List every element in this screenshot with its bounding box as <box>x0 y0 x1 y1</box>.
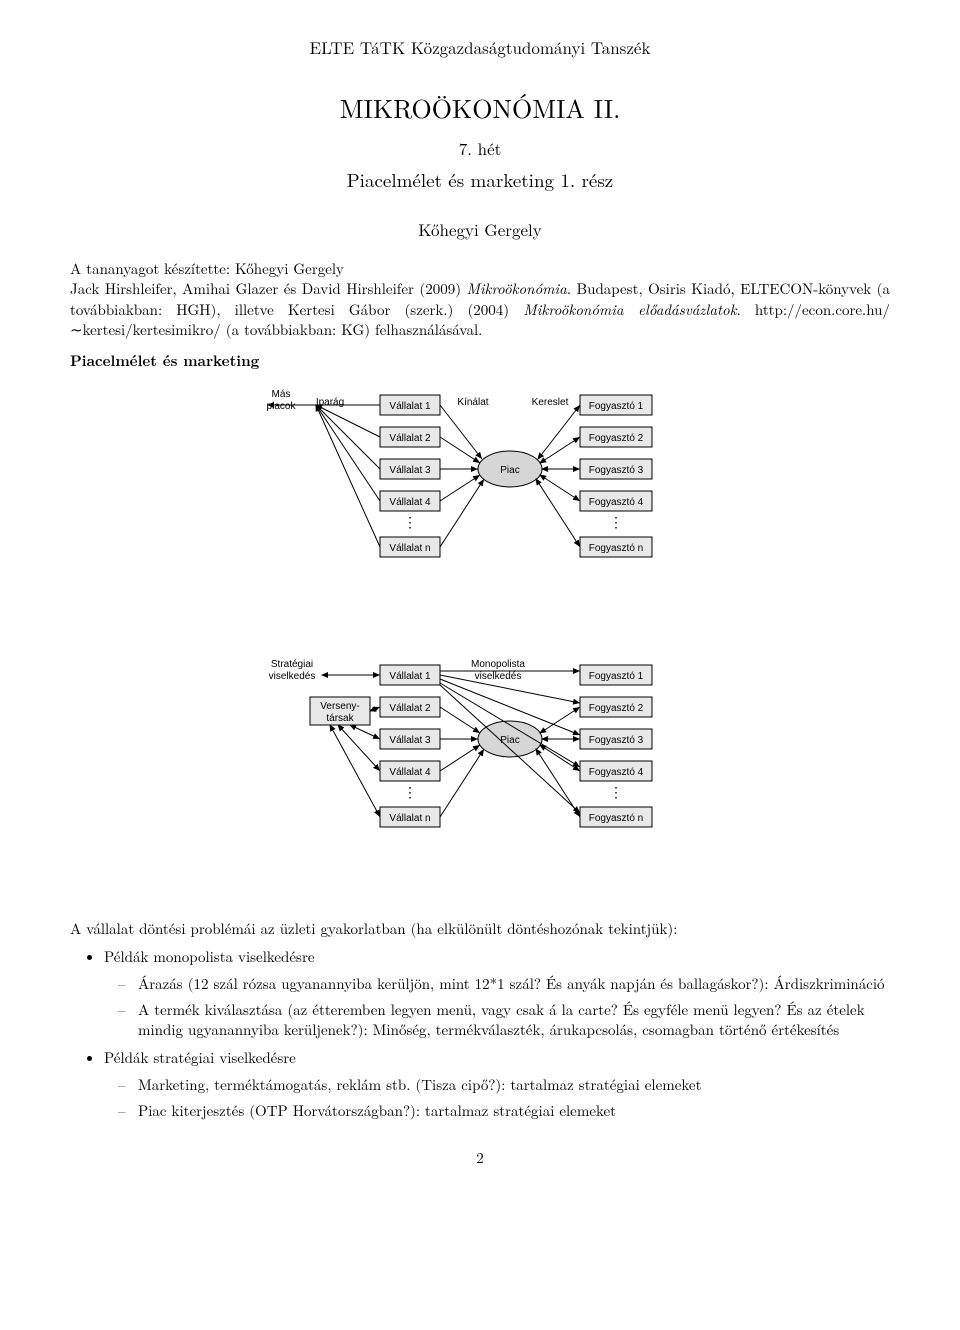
svg-text:Vállalat 1: Vállalat 1 <box>389 401 431 412</box>
intro-line2a: Jack Hirshleifer, Amihai Glazer és David… <box>70 278 467 299</box>
svg-text:Vállalat 4: Vállalat 4 <box>389 497 431 508</box>
svg-text:Fogyasztó 3: Fogyasztó 3 <box>589 735 644 746</box>
bullet-2-text: Példák stratégiai viselkedésre <box>104 1047 296 1068</box>
intro-italic-1: Mikroökonómia <box>467 278 567 299</box>
svg-text:Vállalat n: Vállalat n <box>389 813 430 824</box>
svg-text:Piac: Piac <box>500 465 519 476</box>
bottom-panel: Stratégiai viselkedés Monopolista viselk… <box>269 659 652 827</box>
bullet-1-sub-2: A termék kiválasztása (az étteremben leg… <box>138 1000 890 1041</box>
svg-text:Vállalat 3: Vállalat 3 <box>389 735 431 746</box>
firm-boxes-top: Vállalat 1 Vállalat 2 Vállalat 3 Vállala… <box>380 395 440 557</box>
svg-text:Piac: Piac <box>500 735 519 746</box>
svg-text:Fogyasztó n: Fogyasztó n <box>589 813 643 824</box>
label-strategic: Stratégiai <box>271 659 313 670</box>
firm-boxes-bottom: Vállalat 1 Vállalat 2 Vállalat 3 Vállala… <box>380 665 440 827</box>
bullet-2-sub-1: Marketing, terméktámogatás, reklám stb. … <box>138 1075 890 1095</box>
department: ELTE TáTK Közgazdaságtudományi Tanszék <box>70 35 890 59</box>
bullet-list: Példák monopolista viselkedésre Árazás (… <box>70 947 890 1121</box>
svg-text:⋮: ⋮ <box>609 514 623 530</box>
svg-text:Fogyasztó 1: Fogyasztó 1 <box>589 671 644 682</box>
svg-text:Fogyasztó 4: Fogyasztó 4 <box>589 497 644 508</box>
bullet-1: Példák monopolista viselkedésre Árazás (… <box>104 947 890 1040</box>
svg-text:Vállalat 1: Vállalat 1 <box>389 671 431 682</box>
page-title: MIKROÖKONÓMIA II. <box>70 89 890 126</box>
label-demand: Kereslet <box>532 397 569 408</box>
svg-text:⋮: ⋮ <box>403 784 417 800</box>
consumer-boxes-top: Fogyasztó 1 Fogyasztó 2 Fogyasztó 3 Fogy… <box>580 395 652 557</box>
label-monopolist: Monopolista <box>471 659 525 670</box>
svg-text:⋮: ⋮ <box>403 514 417 530</box>
svg-text:Vállalat 2: Vállalat 2 <box>389 433 431 444</box>
svg-text:Fogyasztó 2: Fogyasztó 2 <box>589 703 644 714</box>
body-paragraph: A vállalat döntési problémái az üzleti g… <box>70 919 890 939</box>
label-industry: Iparág <box>316 397 344 408</box>
bullet-1-sub-1: Árazás (12 szál rózsa ugyanannyiba kerül… <box>138 974 890 994</box>
svg-text:Fogyasztó n: Fogyasztó n <box>589 543 643 554</box>
svg-text:Verseny-: Verseny- <box>320 701 359 712</box>
label-other-markets2: piacok <box>267 401 297 412</box>
label-other-markets: Más <box>272 389 291 400</box>
bullet-2-sub-2: Piac kiterjesztés (OTP Horvátországban?)… <box>138 1101 890 1121</box>
section-heading: Piacelmélet és marketing <box>70 350 890 371</box>
subtitle: Piacelmélet és marketing 1. rész <box>70 166 890 193</box>
author: Kőhegyi Gergely <box>70 217 890 241</box>
top-panel: Más piacok Iparág Kínálat Kereslet Válla… <box>267 389 652 557</box>
svg-text:Fogyasztó 3: Fogyasztó 3 <box>589 465 644 476</box>
svg-text:⋮: ⋮ <box>609 784 623 800</box>
svg-text:Vállalat n: Vállalat n <box>389 543 430 554</box>
diagram-container: Más piacok Iparág Kínálat Kereslet Válla… <box>70 379 890 899</box>
bullet-1-text: Példák monopolista viselkedésre <box>104 946 315 967</box>
intro-line1: A tananyagot készítette: Kőhegyi Gergely <box>70 258 344 279</box>
svg-text:Fogyasztó 4: Fogyasztó 4 <box>589 767 644 778</box>
svg-text:Vállalat 3: Vállalat 3 <box>389 465 431 476</box>
consumer-boxes-bottom: Fogyasztó 1 Fogyasztó 2 Fogyasztó 3 Fogy… <box>580 665 652 827</box>
svg-text:Vállalat 4: Vállalat 4 <box>389 767 431 778</box>
market-diagram: Más piacok Iparág Kínálat Kereslet Válla… <box>230 379 730 899</box>
svg-text:Vállalat 2: Vállalat 2 <box>389 703 431 714</box>
label-monopolist2: viselkedés <box>475 671 522 682</box>
svg-text:Fogyasztó 2: Fogyasztó 2 <box>589 433 644 444</box>
label-strategic2: viselkedés <box>269 671 316 682</box>
intro-italic-2: Mikroökonómia előadásvázlatok <box>523 299 736 320</box>
page-number: 2 <box>70 1147 890 1168</box>
week-label: 7. hét <box>70 136 890 160</box>
intro-paragraph: A tananyagot készítette: Kőhegyi Gergely… <box>70 259 890 340</box>
svg-text:társak: társak <box>326 713 354 724</box>
label-supply: Kínálat <box>457 397 488 408</box>
svg-text:Fogyasztó 1: Fogyasztó 1 <box>589 401 644 412</box>
bullet-2: Példák stratégiai viselkedésre Marketing… <box>104 1048 890 1121</box>
